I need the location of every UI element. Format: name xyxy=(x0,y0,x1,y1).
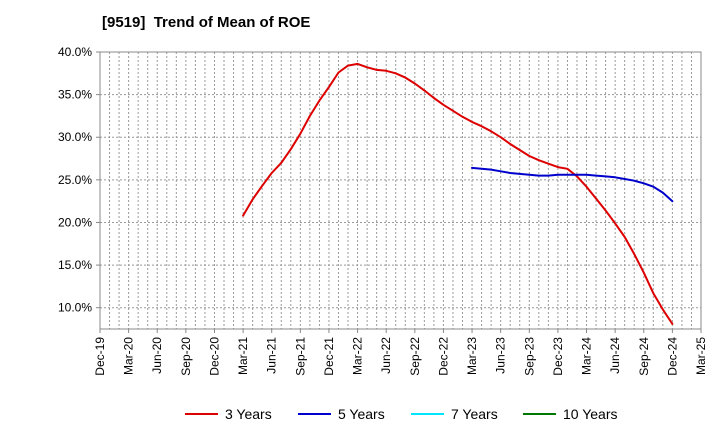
x-tick-label: Jun-24 xyxy=(608,337,622,374)
chart-title: [9519] Trend of Mean of ROE xyxy=(102,14,311,31)
x-tick-label: Dec-20 xyxy=(207,337,221,376)
series-line-3-years xyxy=(242,62,674,325)
plot-frame xyxy=(99,51,702,330)
plot-area xyxy=(100,52,701,329)
x-axis: Dec-19 Mar-20 Jun-20 Sep-20 Dec-20 Mar-21 Jun-… xyxy=(93,329,708,376)
legend-label-5-years: 5 Years xyxy=(338,406,385,422)
x-tick-label: Mar-21 xyxy=(236,337,250,375)
x-tick-label: Dec-23 xyxy=(551,337,565,376)
series-line-5-years xyxy=(471,166,674,203)
x-tick-label: Jun-20 xyxy=(150,337,164,374)
y-tick-label: 25.0% xyxy=(58,173,92,187)
legend: 3 Years 5 Years 7 Years 10 Years xyxy=(185,406,618,422)
y-tick-label: 20.0% xyxy=(58,215,92,229)
y-tick-label: 40.0% xyxy=(58,45,92,59)
x-tick-label: Jun-21 xyxy=(265,337,279,374)
x-tick-label: Dec-22 xyxy=(436,337,450,376)
y-tick-label: 10.0% xyxy=(58,301,92,315)
x-tick-label: Sep-22 xyxy=(408,337,422,376)
y-tick-label: 15.0% xyxy=(58,258,92,272)
x-tick-label: Jun-22 xyxy=(379,337,393,374)
x-tick-label: Dec-19 xyxy=(93,337,107,376)
x-tick-label: Mar-20 xyxy=(122,337,136,375)
legend-label-7-years: 7 Years xyxy=(451,406,498,422)
y-tick-label: 35.0% xyxy=(58,88,92,102)
x-tick-label: Sep-24 xyxy=(637,337,651,376)
x-tick-label: Dec-21 xyxy=(322,337,336,376)
legend-label-10-years: 10 Years xyxy=(563,406,618,422)
x-tick-label: Mar-23 xyxy=(465,337,479,375)
x-tick-label: Sep-23 xyxy=(522,337,536,376)
grid-layer xyxy=(100,52,701,329)
x-tick-label: Sep-20 xyxy=(179,337,193,376)
legend-label-3-years: 3 Years xyxy=(225,406,272,422)
x-tick-label: Jun-23 xyxy=(494,337,508,374)
y-tick-label: 30.0% xyxy=(58,130,92,144)
x-tick-label: Mar-22 xyxy=(351,337,365,375)
series-layer xyxy=(242,62,674,325)
x-tick-label: Mar-24 xyxy=(580,337,594,375)
y-axis: 10.0% 15.0% 20.0% 25.0% 30.0% 35.0% 40.0% xyxy=(58,45,100,315)
x-tick-label: Mar-25 xyxy=(694,337,708,375)
x-tick-label: Sep-21 xyxy=(293,337,307,376)
x-tick-label: Dec-24 xyxy=(665,337,679,376)
